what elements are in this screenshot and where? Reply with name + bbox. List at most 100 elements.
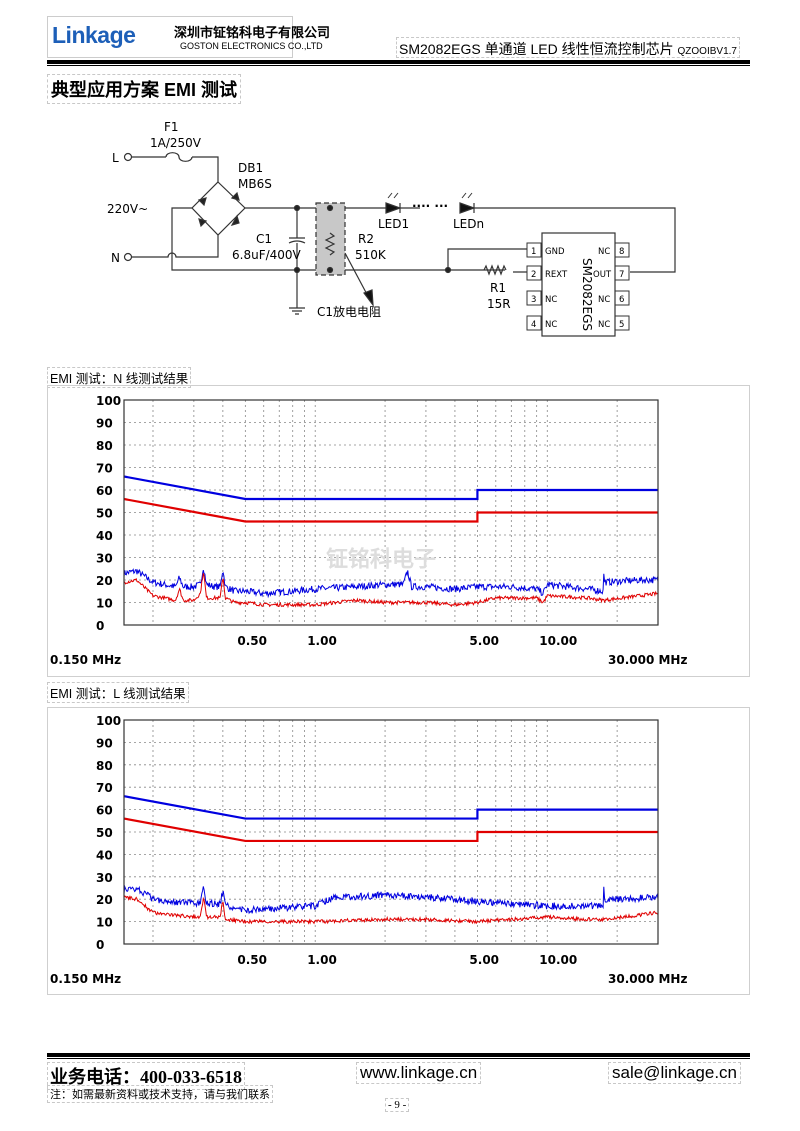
label-f1: F1 — [164, 120, 179, 134]
trace-red — [123, 573, 659, 609]
bridge-rectifier — [191, 181, 246, 236]
label-led1: LED1 — [378, 217, 409, 231]
pin-2-num: 2 — [531, 270, 536, 280]
chart-n-title: EMI 测试：N 线测试结果 — [47, 367, 192, 388]
pin-2-name: REXT — [545, 270, 568, 280]
brand-name: Linkage — [52, 22, 136, 48]
y-tick-label: 50 — [96, 507, 113, 521]
header-rule-thin — [47, 65, 750, 66]
doc-title-text: SM2082EGS 单通道 LED 线性恒流控制芯片 — [399, 41, 674, 57]
x-tick-label: 5.00 — [469, 953, 499, 967]
y-tick-label: 50 — [96, 826, 113, 840]
y-tick-label: 90 — [96, 417, 113, 431]
label-r1: R1 — [490, 281, 506, 295]
label-db1: DB1 — [238, 161, 263, 175]
section-title: 典型应用方案 EMI 测试 — [47, 74, 242, 104]
r2-shaded-box — [315, 202, 346, 276]
plot-area-border — [123, 399, 659, 626]
limit-line-blue — [123, 475, 658, 501]
pin-4-num: 4 — [531, 320, 536, 330]
x-tick-label: 10.00 — [539, 953, 577, 967]
label-c1-value: 6.8uF/400V — [232, 248, 302, 262]
plot-area-border — [123, 719, 659, 945]
sales-phone: 业务电话：400-033-6518 — [47, 1062, 245, 1090]
website-link[interactable]: www.linkage.cn — [356, 1062, 482, 1084]
label-r2-note: C1放电电阻 — [317, 304, 381, 319]
x-start-label: 0.150 MHz — [50, 972, 121, 986]
x-tick-label: 1.00 — [307, 634, 337, 648]
limit-line-blue — [123, 795, 658, 820]
pin-7-num: 7 — [619, 270, 624, 280]
label-l: L — [112, 151, 119, 165]
label-db1-value: MB6S — [238, 177, 272, 191]
y-tick-label: 100 — [96, 714, 121, 728]
label-n: N — [111, 251, 120, 265]
label-r2: R2 — [358, 232, 374, 246]
email-link[interactable]: sale@linkage.cn — [608, 1062, 741, 1084]
label-r2-value: 510K — [355, 248, 387, 262]
chart-l-title: EMI 测试：L 线测试结果 — [47, 682, 189, 703]
pin-3-name: NC — [545, 295, 557, 305]
support-note: 注：如需最新资料或技术支持，请与我们联系 — [47, 1085, 273, 1103]
pin-6-name: NC — [598, 295, 610, 305]
limit-line-red — [123, 497, 658, 523]
x-tick-label: 5.00 — [469, 634, 499, 648]
x-start-label: 0.150 MHz — [50, 653, 121, 667]
pin-1-name: GND — [545, 247, 565, 257]
ic-pin-boxes — [526, 242, 630, 331]
chart-l-line-emi: 0 10 20 30 40 50 60 70 80 90 100 0.50 1.00 5.00 10.00 0… — [50, 714, 687, 986]
y-tick-label: 80 — [96, 439, 113, 453]
ic-body — [541, 232, 616, 337]
y-tick-label: 0 — [96, 938, 104, 952]
pin-7-name: OUT — [593, 270, 612, 280]
chart-l-frame: 0 10 20 30 40 50 60 70 80 90 100 0.50 1.00 5.00 10.00 0… — [47, 707, 750, 995]
y-tick-label: 70 — [96, 462, 113, 476]
company-name-en: GOSTON ELECTRONICS CO.,LTD — [180, 41, 323, 51]
y-tick-label: 40 — [96, 529, 113, 543]
x-tick-label: 0.50 — [237, 634, 267, 648]
limit-line-red — [123, 817, 658, 843]
ledn-symbol — [459, 202, 476, 214]
x-end-label: 30.000 MHz — [608, 653, 687, 667]
pin-8-num: 8 — [619, 247, 624, 257]
label-c1: C1 — [256, 232, 272, 246]
company-logo: Linkage 深圳市钲铭科电子有限公司 GOSTON ELECTRONICS … — [47, 16, 330, 58]
y-tick-label: 60 — [96, 804, 113, 818]
header-rule — [47, 60, 750, 64]
doc-version: QZOOIBV1.7 — [677, 46, 737, 57]
led1-symbol — [385, 202, 402, 214]
watermark: 钲铭科电子 — [326, 547, 436, 573]
y-tick-label: 80 — [96, 759, 113, 773]
application-schematic: L N 220V~ F1 1A/250V DB1 MB6S C1 6.8uF/4… — [107, 120, 676, 337]
y-tick-label: 70 — [96, 781, 113, 795]
trace-blue — [123, 884, 659, 915]
y-tick-label: 20 — [96, 574, 113, 588]
y-tick-label: 20 — [96, 893, 113, 907]
y-tick-label: 30 — [96, 552, 113, 566]
fuse-symbol — [165, 152, 193, 162]
pin-5-num: 5 — [619, 320, 624, 330]
capacitor-symbol — [288, 237, 306, 244]
footer-rule-thin — [47, 1058, 750, 1059]
label-ledn: LEDn — [453, 217, 484, 231]
trace-blue — [123, 568, 659, 599]
page-number: - 9 - — [385, 1098, 410, 1112]
r2-resistor-symbol — [324, 232, 336, 256]
y-tick-label: 30 — [96, 871, 113, 885]
y-tick-label: 40 — [96, 848, 113, 862]
label-r1-value: 15R — [487, 297, 511, 311]
x-tick-label: 10.00 — [539, 634, 577, 648]
y-tick-label: 10 — [96, 916, 113, 930]
pin-3-num: 3 — [531, 295, 536, 305]
pin-8-name: NC — [598, 247, 610, 257]
y-tick-label: 100 — [96, 394, 121, 408]
pin-4-name: NC — [545, 320, 557, 330]
label-vin: 220V~ — [107, 202, 148, 216]
footer-rule — [47, 1053, 750, 1057]
y-tick-label: 90 — [96, 736, 113, 750]
label-f1-value: 1A/250V — [150, 136, 202, 150]
ic-name: SM2082EGS — [580, 258, 594, 331]
led-chain-dots: ···· ··· — [412, 199, 448, 213]
chart-n-line-emi: 0 10 20 30 40 50 60 70 80 90 100 0.50 1.00 5.00 10.00 0… — [50, 394, 687, 667]
